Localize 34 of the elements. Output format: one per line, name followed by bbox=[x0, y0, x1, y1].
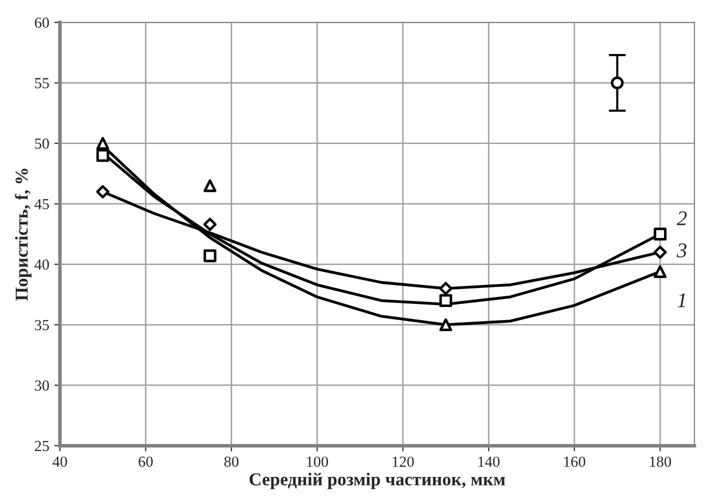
x-tick-label: 160 bbox=[564, 456, 586, 467]
point bbox=[204, 249, 216, 262]
y-axis-title: Пористість, f, % bbox=[14, 168, 32, 301]
point bbox=[203, 218, 217, 232]
point bbox=[654, 265, 667, 278]
point bbox=[439, 282, 452, 296]
x-tick-label: 40 bbox=[52, 456, 67, 467]
point bbox=[654, 228, 667, 240]
y-tick-label: 30 bbox=[34, 380, 49, 391]
point bbox=[610, 76, 624, 90]
series-label: 2 bbox=[676, 211, 687, 226]
series-label: 1 bbox=[678, 293, 685, 308]
point bbox=[96, 136, 110, 150]
y-tick-label: 60 bbox=[34, 18, 49, 28]
point bbox=[96, 149, 110, 162]
x-tick-label: 140 bbox=[478, 456, 500, 467]
y-tick-label: 45 bbox=[34, 199, 49, 210]
series-label: 3 bbox=[676, 243, 686, 258]
point bbox=[204, 179, 216, 192]
x-tick-label: 120 bbox=[392, 456, 414, 467]
point bbox=[96, 185, 110, 198]
point bbox=[439, 294, 452, 307]
x-tick-label: 180 bbox=[650, 456, 672, 467]
x-tick-label: 100 bbox=[307, 456, 328, 467]
y-tick-label: 50 bbox=[35, 138, 49, 149]
y-tick-label: 55 bbox=[35, 78, 49, 88]
y-tick-label: 25 bbox=[34, 440, 49, 452]
y-tick-label: 40 bbox=[34, 259, 49, 270]
y-tick-label: 35 bbox=[34, 320, 49, 330]
x-tick-label: 60 bbox=[138, 456, 153, 467]
point bbox=[654, 246, 667, 259]
x-tick-label: 80 bbox=[224, 456, 238, 467]
point bbox=[439, 318, 452, 332]
x-axis-title: Середній розмір частинок, мкм bbox=[250, 472, 506, 490]
